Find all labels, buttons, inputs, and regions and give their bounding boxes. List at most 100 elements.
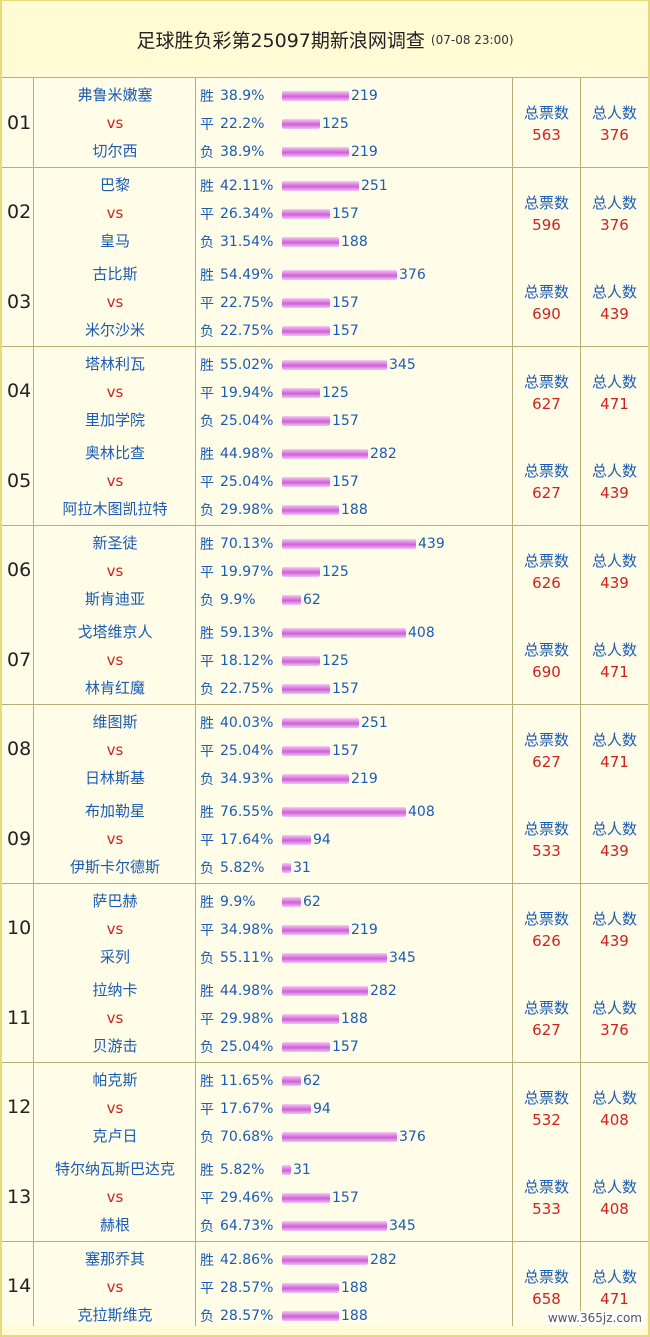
outcome-percent: 17.67% — [220, 1100, 274, 1117]
stat-line-win: 胜 38.9% 219 — [200, 86, 378, 106]
outcome-percent: 38.9% — [220, 88, 265, 104]
total-people-value: 471 — [600, 394, 629, 413]
outcome-percent: 25.04% — [220, 742, 274, 759]
outcome-label: 胜 — [200, 357, 214, 374]
match-number: 05 — [2, 436, 34, 525]
stat-line-win: 胜 40.03% 251 — [200, 713, 388, 733]
total-people-value: 439 — [600, 573, 629, 592]
vs-label: vs — [106, 561, 124, 580]
stat-line-win: 胜 5.82% 31 — [200, 1160, 311, 1180]
vote-count: 219 — [351, 144, 378, 160]
away-team: 伊斯卡尔德斯 — [69, 858, 160, 876]
total-votes-label: 总票数 — [523, 462, 569, 480]
outcome-percent: 28.57% — [220, 1307, 274, 1324]
outcome-percent: 22.2% — [220, 116, 265, 132]
stat-line-draw: 平 22.2% 125 — [200, 114, 349, 134]
vote-bar — [282, 1282, 339, 1293]
total-people-value: 376 — [600, 126, 629, 144]
table-header: 足球胜负彩第25097期新浪网调查 (07-08 23:00) — [2, 1, 648, 78]
match-teams: 戈塔维京人 vs 林肯红魔 — [34, 615, 196, 704]
total-votes-label: 总票数 — [523, 551, 569, 570]
stat-line-draw: 平 18.12% 125 — [200, 651, 349, 671]
total-votes: 总票数 627 — [513, 346, 581, 436]
outcome-label: 胜 — [200, 1073, 214, 1090]
vote-count: 157 — [332, 1190, 359, 1206]
total-people-label: 总人数 — [591, 193, 637, 212]
stat-line-lose: 负 34.93% 219 — [200, 769, 378, 789]
total-votes-label: 总票数 — [523, 283, 569, 301]
total-votes-value: 627 — [532, 1021, 561, 1039]
vote-stats: 胜 76.55% 408 平 17.64% 94 负 5.82% 31 — [196, 794, 513, 883]
vote-stats: 胜 38.9% 219 平 22.2% 125 负 38.9% 219 — [196, 78, 513, 167]
total-votes: 总票数 627 — [513, 436, 581, 525]
vote-count: 219 — [351, 770, 378, 787]
stat-line-draw: 平 25.04% 157 — [200, 741, 359, 761]
outcome-percent: 44.98% — [220, 983, 274, 999]
total-votes-value: 658 — [532, 1289, 561, 1308]
outcome-percent: 42.11% — [220, 177, 274, 194]
vote-bar — [282, 717, 359, 728]
stat-line-win: 胜 11.65% 62 — [200, 1071, 321, 1091]
vote-stats: 胜 55.02% 345 平 19.94% 125 负 25.04% 157 — [196, 346, 513, 436]
stat-line-lose: 负 25.04% 157 — [200, 1037, 359, 1057]
outcome-label: 平 — [200, 654, 214, 670]
home-team: 萨巴赫 — [92, 891, 138, 910]
outcome-label: 胜 — [200, 89, 214, 105]
vote-count: 408 — [408, 625, 435, 641]
total-votes: 总票数 690 — [513, 615, 581, 704]
total-people-label: 总人数 — [591, 820, 637, 838]
vote-count: 31 — [293, 860, 311, 876]
vs-label: vs — [106, 382, 124, 401]
outcome-label: 负 — [200, 324, 214, 340]
match-teams: 新圣徒 vs 斯肯迪亚 — [34, 525, 196, 615]
vs-label: vs — [106, 1009, 124, 1027]
vote-count: 188 — [341, 1011, 368, 1027]
total-people-value: 439 — [600, 931, 629, 950]
stat-line-lose: 负 25.04% 157 — [200, 411, 359, 431]
match-row: 11 拉纳卡 vs 贝游击 胜 44.98% 282 平 29.98% 188 … — [2, 973, 648, 1063]
total-people: 总人数 439 — [581, 257, 648, 346]
total-people-label: 总人数 — [591, 283, 637, 301]
vote-bar — [282, 807, 406, 817]
vote-count: 157 — [332, 681, 359, 697]
vote-bar — [282, 656, 320, 666]
outcome-label: 胜 — [200, 894, 214, 911]
vote-bar — [282, 986, 368, 996]
stat-line-lose: 负 29.98% 188 — [200, 500, 368, 520]
vote-bar — [282, 387, 320, 398]
outcome-percent: 9.9% — [220, 893, 256, 910]
vote-count: 125 — [322, 563, 349, 580]
match-row: 10 萨巴赫 vs 采列 胜 9.9% 62 平 34.98% 219 负 55… — [2, 883, 648, 974]
outcome-label: 胜 — [200, 1163, 214, 1179]
match-row: 06 新圣徒 vs 斯肯迪亚 胜 70.13% 439 平 19.97% 125… — [2, 525, 648, 616]
match-number: 07 — [2, 615, 34, 704]
match-number: 09 — [2, 794, 34, 883]
stat-line-win: 胜 42.11% 251 — [200, 176, 388, 196]
outcome-label: 平 — [200, 117, 214, 133]
away-team: 林肯红魔 — [84, 679, 145, 697]
total-people: 总人数 408 — [581, 1152, 648, 1241]
total-votes: 总票数 627 — [513, 973, 581, 1062]
vs-label: vs — [106, 919, 124, 938]
total-people-label: 总人数 — [591, 1267, 637, 1286]
home-team: 塞那乔其 — [84, 1249, 145, 1268]
survey-datetime: (07-08 23:00) — [430, 33, 514, 47]
stat-line-lose: 负 38.9% 219 — [200, 142, 378, 162]
total-people: 总人数 439 — [581, 436, 648, 525]
vs-label: vs — [106, 293, 124, 311]
vote-count: 345 — [389, 356, 416, 373]
table-footer — [2, 1326, 648, 1335]
total-votes-label: 总票数 — [523, 820, 569, 838]
stat-line-lose: 负 22.75% 157 — [200, 679, 359, 699]
stat-line-lose: 负 22.75% 157 — [200, 321, 359, 341]
match-row: 14 塞那乔其 vs 克拉斯维克 胜 42.86% 282 平 28.57% 1… — [2, 1241, 648, 1332]
vote-count: 62 — [303, 1072, 321, 1089]
stat-line-draw: 平 29.46% 157 — [200, 1188, 359, 1208]
match-number: 02 — [2, 167, 34, 257]
total-people-value: 471 — [600, 663, 629, 681]
outcome-percent: 76.55% — [220, 804, 274, 820]
match-teams: 拉纳卡 vs 贝游击 — [34, 973, 196, 1062]
home-team: 戈塔维京人 — [77, 623, 153, 641]
vs-label: vs — [106, 830, 124, 848]
outcome-percent: 55.11% — [220, 949, 274, 966]
